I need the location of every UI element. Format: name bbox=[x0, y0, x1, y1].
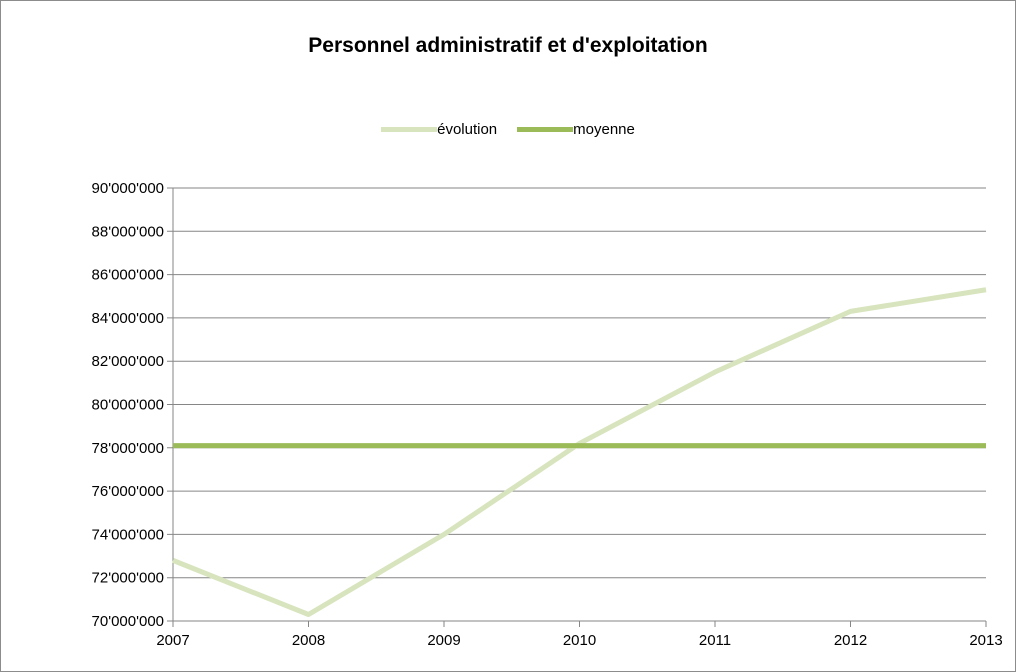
y-tick-label: 78'000'000 bbox=[92, 440, 164, 457]
chart-title: Personnel administratif et d'exploitatio… bbox=[308, 34, 708, 57]
y-tick-label: 90'000'000 bbox=[92, 180, 164, 197]
x-tick-label: 2013 bbox=[969, 632, 1002, 649]
y-tick-label: 76'000'000 bbox=[92, 483, 164, 500]
legend-item-evolution: évolution bbox=[381, 121, 497, 138]
y-tick-label: 80'000'000 bbox=[92, 397, 164, 414]
y-tick-label: 72'000'000 bbox=[92, 570, 164, 587]
legend-label-moyenne: moyenne bbox=[573, 121, 635, 138]
series-line-evolution bbox=[172, 287, 987, 618]
y-tick-label: 84'000'000 bbox=[92, 310, 164, 327]
x-tick-label: 2007 bbox=[156, 632, 189, 649]
y-tick-label: 70'000'000 bbox=[92, 613, 164, 630]
y-tick-label: 82'000'000 bbox=[92, 353, 164, 370]
x-tick-label: 2010 bbox=[563, 632, 596, 649]
legend-swatch-evolution bbox=[381, 127, 438, 132]
y-tick-label: 86'000'000 bbox=[92, 267, 164, 284]
chart-legend: évolution moyenne bbox=[0, 121, 1016, 138]
x-tick-label: 2009 bbox=[427, 632, 460, 649]
legend-label-evolution: évolution bbox=[437, 121, 498, 138]
x-tick-label: 2008 bbox=[292, 632, 325, 649]
legend-swatch-moyenne bbox=[517, 127, 574, 132]
x-tick-label: 2011 bbox=[699, 632, 731, 649]
y-tick-label: 88'000'000 bbox=[92, 223, 164, 240]
x-tick-label: 2012 bbox=[834, 632, 867, 649]
y-tick-label: 74'000'000 bbox=[92, 526, 164, 543]
legend-item-moyenne: moyenne bbox=[517, 121, 635, 138]
